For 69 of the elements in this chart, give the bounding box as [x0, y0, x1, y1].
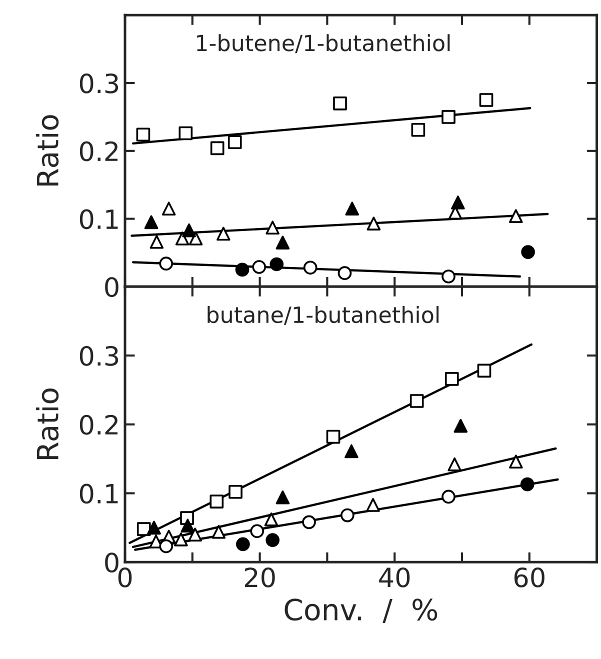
y-tick-label: 0.2: [80, 141, 118, 162]
point: [236, 537, 250, 552]
point: [479, 93, 494, 107]
x-tick-label: 40: [379, 567, 410, 588]
x-tick-label: 0: [118, 567, 132, 588]
point: [302, 515, 316, 530]
point: [448, 457, 462, 472]
point: [508, 209, 523, 223]
point: [521, 245, 535, 259]
point: [252, 260, 266, 274]
point: [444, 372, 459, 386]
point: [442, 270, 456, 284]
point: [333, 96, 347, 110]
point: [266, 220, 280, 235]
point: [210, 141, 224, 156]
y-axis-title: Ratio: [36, 115, 59, 186]
x-tick-label: 60: [514, 567, 544, 588]
y-tick-label: 0.1: [80, 209, 118, 230]
point: [303, 260, 318, 275]
y-tick-label: 0: [105, 552, 118, 573]
text: 1-butene/1-butanethiol: [197, 34, 450, 54]
text: butane/1-butanethiol: [208, 306, 439, 325]
point: [178, 126, 193, 140]
point: [210, 494, 224, 508]
point: [326, 430, 340, 444]
point: [162, 202, 176, 216]
point: [451, 196, 465, 210]
point: [340, 508, 354, 522]
point: [442, 490, 456, 504]
point: [411, 122, 426, 137]
y-tick-label: 0: [105, 277, 118, 298]
point: [410, 394, 424, 408]
point: [182, 223, 196, 238]
y-tick-label: 0.3: [80, 73, 118, 94]
point: [147, 520, 161, 535]
point: [136, 128, 150, 142]
point: [216, 226, 230, 241]
point: [228, 484, 242, 499]
point: [345, 202, 360, 216]
x-axis-title: Conv. / %: [284, 598, 438, 623]
point: [144, 215, 158, 230]
y-tick-label: 0.2: [80, 414, 118, 435]
y-tick-label: 0.1: [80, 484, 118, 504]
point: [454, 418, 468, 433]
y-axis-title: Ratio: [36, 388, 59, 459]
point: [520, 477, 534, 492]
point: [344, 444, 358, 458]
point: [228, 135, 242, 150]
point: [250, 524, 264, 538]
point: [442, 110, 456, 124]
point: [150, 234, 164, 249]
point: [174, 532, 188, 546]
point: [235, 262, 250, 277]
point: [338, 266, 352, 280]
point: [270, 257, 284, 272]
point: [266, 533, 280, 548]
point: [276, 490, 290, 504]
point: [136, 522, 151, 536]
y-tick-label: 0.3: [80, 346, 118, 366]
point: [508, 454, 523, 468]
point: [159, 256, 174, 271]
point: [159, 539, 174, 554]
point: [366, 216, 381, 230]
point: [212, 524, 226, 539]
point: [366, 498, 380, 512]
point: [276, 236, 290, 250]
x-tick-label: 20: [244, 567, 275, 588]
point: [477, 364, 492, 378]
point: [180, 518, 195, 533]
